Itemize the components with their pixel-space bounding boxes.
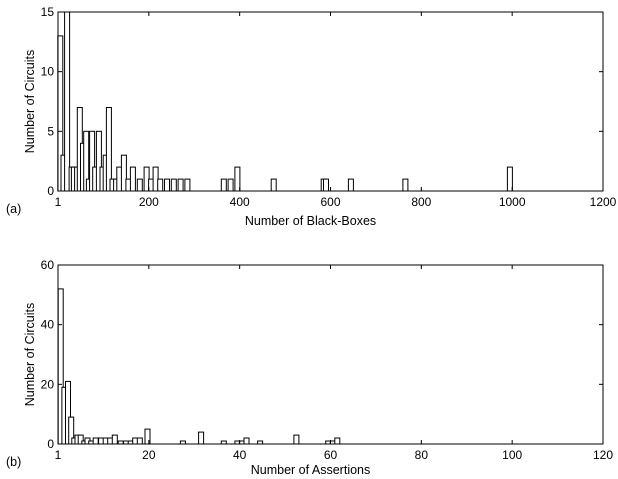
histogram-bar	[270, 178, 277, 192]
x-axis-label: Number of Black-Boxes	[245, 214, 376, 228]
histogram-bar	[227, 178, 234, 192]
histogram-bar	[184, 178, 191, 192]
y-tick-label: 15	[41, 5, 55, 19]
histogram-bar	[129, 166, 136, 192]
x-tick-label: 60	[324, 448, 338, 462]
histogram-bar	[177, 178, 184, 192]
x-tick-label: 100	[502, 448, 522, 462]
x-tick-label: 400	[230, 195, 250, 209]
histogram-bar	[234, 166, 241, 192]
x-axis-label: Number of Assertions	[251, 463, 371, 477]
histogram-bar	[111, 434, 118, 445]
histogram-bar	[105, 107, 112, 192]
histogram-bar	[64, 11, 71, 192]
x-tick-label: 80	[415, 448, 429, 462]
x-tick-label: 600	[320, 195, 340, 209]
histogram-bar	[243, 437, 250, 445]
histogram-bar	[347, 178, 354, 192]
x-tick-label: 1000	[499, 195, 526, 209]
histogram-bar	[164, 178, 170, 192]
histogram-bar	[92, 437, 99, 445]
x-tick-label: 20	[142, 448, 156, 462]
histogram-bar	[293, 434, 300, 445]
histogram-bar	[198, 431, 205, 445]
y-tick-label: 5	[47, 124, 54, 138]
x-tick-label: 1	[55, 195, 62, 209]
y-tick-label: 10	[41, 65, 55, 79]
panel-label: (a)	[6, 202, 21, 216]
histogram-bar	[506, 166, 513, 192]
x-tick-label: 200	[139, 195, 159, 209]
histogram-bar	[220, 178, 227, 192]
histogram-bar	[323, 178, 329, 192]
plot-frame	[57, 264, 604, 445]
x-tick-label: 1200	[590, 195, 617, 209]
y-tick-label: 20	[41, 377, 55, 391]
y-tick-label: 0	[47, 184, 54, 198]
plot-frame	[57, 11, 604, 192]
panel-label: (b)	[6, 455, 21, 469]
histogram-bar	[136, 437, 143, 445]
histogram-bar	[157, 178, 164, 192]
histogram-bar	[334, 437, 341, 445]
y-tick-label: 60	[41, 258, 55, 272]
x-tick-label: 1	[55, 448, 62, 462]
x-tick-label: 120	[593, 448, 613, 462]
y-tick-label: 0	[47, 437, 54, 451]
x-tick-label: 800	[411, 195, 431, 209]
y-tick-label: 40	[41, 318, 55, 332]
histogram-bar	[136, 178, 143, 192]
histogram-bar	[402, 178, 409, 192]
y-axis-label: Number of Circuits	[23, 50, 37, 154]
x-tick-label: 40	[233, 448, 247, 462]
y-axis-label: Number of Circuits	[23, 303, 37, 407]
histogram-bar	[170, 178, 177, 192]
